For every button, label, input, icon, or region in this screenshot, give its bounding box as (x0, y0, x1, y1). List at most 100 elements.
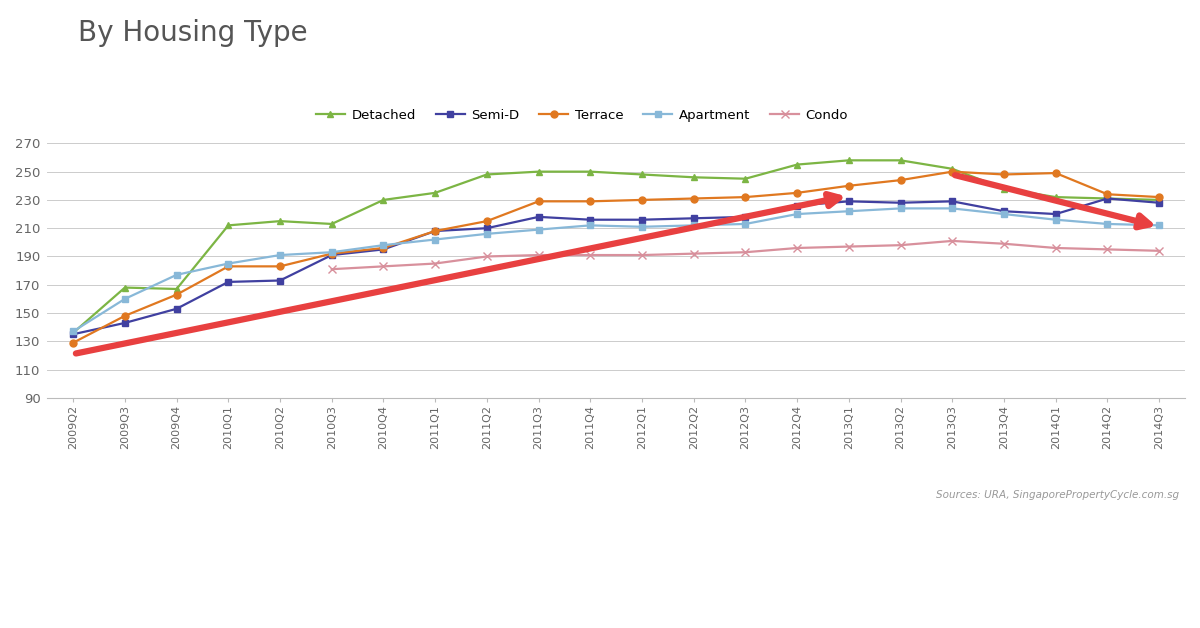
Terrace (997, 171, 1012, 178)
Line: Detached: Detached (70, 157, 1163, 336)
Apartment (997, 210, 1012, 218)
Detached (997, 185, 1012, 192)
Terrace (221, 263, 235, 270)
Apartment (635, 223, 649, 230)
Condo (428, 260, 443, 268)
Terrace (480, 217, 494, 225)
Line: Condo: Condo (328, 237, 1163, 273)
Condo (324, 266, 338, 273)
Terrace (1100, 190, 1115, 198)
Semi-D (583, 216, 598, 224)
Terrace (893, 176, 907, 184)
Detached (893, 156, 907, 164)
Apartment (841, 207, 856, 215)
Semi-D (893, 199, 907, 207)
Condo (997, 240, 1012, 247)
Terrace (738, 193, 752, 201)
Apartment (377, 241, 391, 249)
Terrace (66, 339, 80, 347)
Semi-D (272, 277, 287, 284)
Terrace (272, 263, 287, 270)
Apartment (221, 260, 235, 268)
Terrace (324, 250, 338, 257)
Semi-D (946, 198, 960, 205)
Apartment (686, 222, 701, 229)
Terrace (1152, 193, 1166, 201)
Terrace (946, 168, 960, 175)
Apartment (169, 271, 184, 279)
Condo (686, 250, 701, 257)
Semi-D (532, 213, 546, 220)
Detached (66, 329, 80, 337)
Detached (790, 161, 804, 168)
Condo (635, 251, 649, 259)
Detached (428, 189, 443, 197)
Apartment (1152, 222, 1166, 229)
Apartment (532, 226, 546, 234)
Semi-D (997, 207, 1012, 215)
Detached (377, 196, 391, 203)
Condo (1049, 244, 1063, 252)
Semi-D (841, 198, 856, 205)
Semi-D (1152, 199, 1166, 207)
Apartment (118, 295, 132, 303)
Terrace (635, 196, 649, 203)
Condo (377, 263, 391, 270)
Detached (583, 168, 598, 175)
Terrace (532, 198, 546, 205)
Semi-D (169, 305, 184, 313)
Apartment (790, 210, 804, 218)
Condo (738, 249, 752, 256)
Apartment (893, 205, 907, 212)
Terrace (686, 195, 701, 202)
Terrace (1049, 170, 1063, 177)
Terrace (377, 244, 391, 252)
Line: Semi-D: Semi-D (70, 195, 1163, 338)
Terrace (169, 291, 184, 298)
Condo (480, 252, 494, 260)
Detached (169, 285, 184, 293)
Detached (1152, 196, 1166, 203)
Line: Apartment: Apartment (70, 205, 1163, 335)
Terrace (118, 312, 132, 320)
Apartment (1100, 220, 1115, 228)
Terrace (841, 182, 856, 190)
Detached (1049, 193, 1063, 201)
Condo (1152, 247, 1166, 254)
Detached (841, 156, 856, 164)
Terrace (583, 198, 598, 205)
Detached (532, 168, 546, 175)
Text: By Housing Type: By Housing Type (78, 19, 307, 47)
Apartment (738, 220, 752, 228)
Semi-D (66, 330, 80, 338)
Detached (272, 217, 287, 225)
Condo (532, 251, 546, 259)
Apartment (272, 251, 287, 259)
Terrace (790, 189, 804, 197)
Detached (635, 171, 649, 178)
Detached (118, 284, 132, 291)
Detached (946, 165, 960, 173)
Apartment (1049, 216, 1063, 224)
Semi-D (324, 251, 338, 259)
Semi-D (480, 224, 494, 232)
Condo (841, 243, 856, 251)
Semi-D (686, 215, 701, 222)
Apartment (428, 236, 443, 243)
Detached (480, 171, 494, 178)
Line: Terrace: Terrace (70, 168, 1163, 346)
Condo (790, 244, 804, 252)
Semi-D (428, 227, 443, 235)
Detached (324, 220, 338, 228)
Semi-D (221, 278, 235, 286)
Apartment (324, 249, 338, 256)
Apartment (66, 328, 80, 335)
Semi-D (118, 319, 132, 327)
Semi-D (635, 216, 649, 224)
Semi-D (738, 213, 752, 220)
Apartment (583, 222, 598, 229)
Terrace (428, 227, 443, 235)
Semi-D (1049, 210, 1063, 218)
Condo (1100, 246, 1115, 253)
Apartment (480, 230, 494, 237)
